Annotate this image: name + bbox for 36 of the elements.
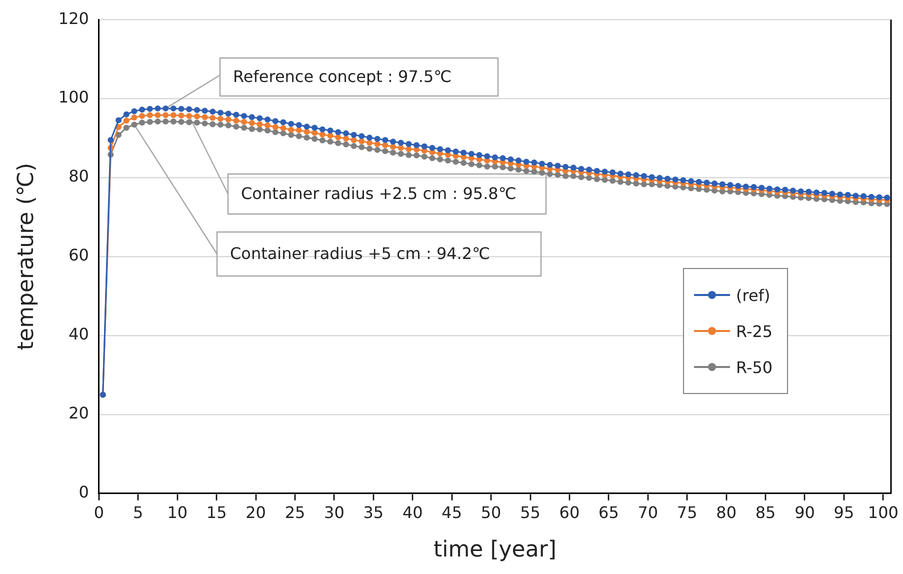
y-tick-label: 60 <box>68 246 89 265</box>
annotation: Container radius +5 cm : 94.2℃ <box>230 244 490 264</box>
x-tick-label: 10 <box>167 503 188 522</box>
y-axis-title: temperature (℃) <box>14 162 39 350</box>
y-tick-label: 100 <box>58 88 89 107</box>
x-tick-label: 20 <box>246 503 266 522</box>
x-tick-label: 95 <box>834 503 854 522</box>
y-tick-label: 20 <box>68 404 89 423</box>
x-tick-label: 100 <box>868 503 898 522</box>
x-tick-label: 55 <box>520 503 540 522</box>
annotation: Container radius +2.5 cm : 95.8℃ <box>241 184 516 204</box>
x-tick-label: 85 <box>755 503 776 522</box>
legend-label: R-25 <box>736 322 773 340</box>
x-tick-label: 35 <box>363 503 384 522</box>
x-tick-label: 90 <box>794 503 815 522</box>
legend-label: R-50 <box>736 358 773 376</box>
x-tick-label: 45 <box>442 503 462 522</box>
annotation: Reference concept : 97.5℃ <box>233 67 452 86</box>
x-tick-label: 30 <box>324 503 344 522</box>
x-tick-label: 65 <box>598 503 619 522</box>
x-tick-label: 70 <box>638 503 658 522</box>
y-tick-label: 0 <box>78 482 89 502</box>
x-tick-label: 0 <box>94 503 104 522</box>
x-tick-label: 25 <box>284 503 306 522</box>
legend-label: (ref) <box>736 286 770 304</box>
x-tick-label: 60 <box>559 503 580 522</box>
x-tick-label: 50 <box>480 503 502 522</box>
x-tick-label: 5 <box>133 503 144 522</box>
x-tick-label: 40 <box>402 503 423 522</box>
y-tick-label: 80 <box>68 166 89 186</box>
x-tick-label: 15 <box>206 503 227 522</box>
x-axis-title: time [year] <box>433 538 556 563</box>
x-tick-label: 75 <box>676 503 698 522</box>
x-tick-label: 80 <box>716 503 736 522</box>
y-tick-label: 120 <box>58 8 89 28</box>
y-tick-label: 40 <box>68 324 89 344</box>
